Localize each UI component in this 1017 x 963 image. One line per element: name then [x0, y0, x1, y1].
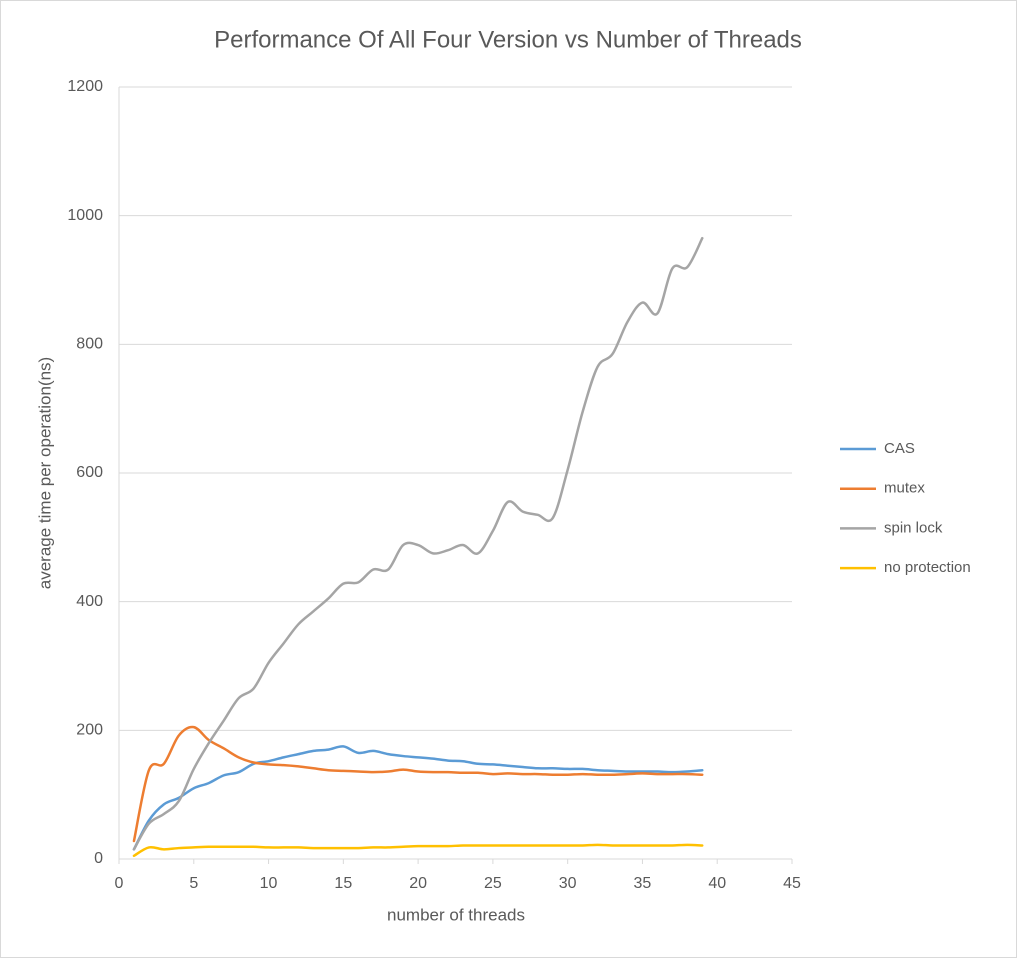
x-tick-label: 5	[189, 875, 198, 892]
x-tick-label: 20	[409, 875, 427, 892]
x-tick-label: 15	[334, 875, 352, 892]
x-tick-label: 25	[484, 875, 502, 892]
y-tick-label: 0	[94, 850, 103, 867]
x-tick-label: 30	[559, 875, 577, 892]
series-line	[132, 745, 704, 851]
x-tick-label: 35	[634, 875, 652, 892]
y-tick-label: 1000	[67, 207, 103, 224]
x-tick-label: 10	[260, 875, 278, 892]
legend-label: no protection	[884, 559, 971, 576]
series-line	[132, 843, 704, 858]
y-axis-title: average time per operation(ns)	[35, 357, 54, 589]
x-tick-label: 0	[115, 875, 124, 892]
chart-title: Performance Of All Four Version vs Numbe…	[214, 26, 802, 53]
x-axis-title: number of threads	[387, 905, 525, 924]
y-tick-label: 600	[76, 464, 103, 481]
series-line	[132, 236, 704, 851]
series-line	[132, 725, 704, 843]
x-tick-label: 40	[708, 875, 726, 892]
y-tick-label: 400	[76, 593, 103, 610]
y-tick-label: 200	[76, 722, 103, 739]
y-tick-label: 1200	[67, 78, 103, 95]
legend-label: spin lock	[884, 519, 943, 536]
y-tick-label: 800	[76, 336, 103, 353]
x-tick-label: 45	[783, 875, 801, 892]
legend-label: CAS	[884, 440, 915, 457]
legend-label: mutex	[884, 480, 925, 497]
